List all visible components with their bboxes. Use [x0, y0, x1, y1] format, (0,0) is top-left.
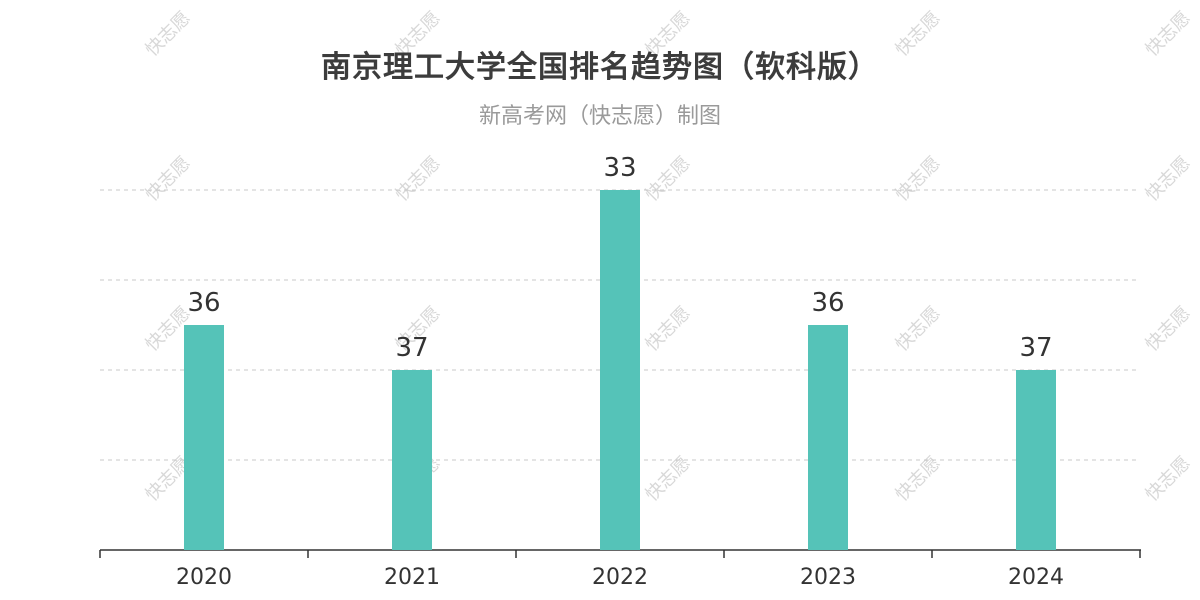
bar-value-label: 33: [603, 153, 636, 183]
bar-2023: [808, 325, 848, 550]
bar-value-label: 37: [1019, 333, 1052, 363]
bar-value-label: 36: [811, 288, 844, 318]
bar-2021: [392, 370, 432, 550]
bar-2022: [600, 190, 640, 550]
bar-2024: [1016, 370, 1056, 550]
x-tick-label: 2021: [384, 565, 440, 590]
x-tick-label: 2022: [592, 565, 648, 590]
bar-value-label: 37: [395, 333, 428, 363]
bar-value-label: 36: [187, 288, 220, 318]
x-tick-label: 2020: [176, 565, 232, 590]
chart-title: 南京理工大学全国排名趋势图（软科版）: [321, 50, 879, 85]
bar-2020: [184, 325, 224, 550]
chart-subtitle: 新高考网（快志愿）制图: [478, 104, 721, 129]
x-tick-label: 2023: [800, 565, 856, 590]
x-tick-label: 2024: [1008, 565, 1064, 590]
